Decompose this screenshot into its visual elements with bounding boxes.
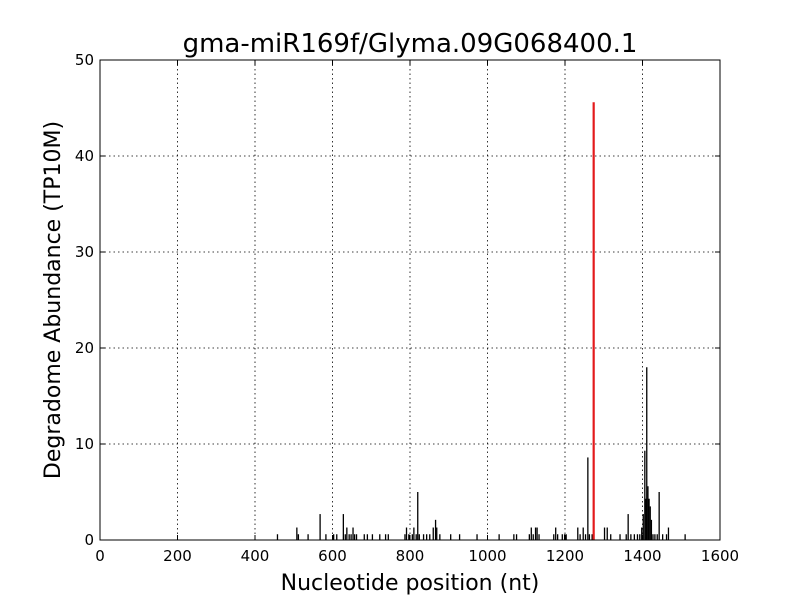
x-tick-label: 1400 (623, 547, 661, 565)
y-tick-label: 30 (75, 243, 94, 261)
y-axis-label: Degradome Abundance (TP10M) (41, 121, 66, 479)
y-tick-label: 0 (84, 531, 94, 549)
x-tick-label: 0 (95, 547, 105, 565)
chart-title: gma-miR169f/Glyma.09G068400.1 (183, 29, 638, 59)
y-tick-label: 40 (75, 147, 94, 165)
x-tick-label: 1000 (468, 547, 506, 565)
y-axis-ticks: 0 10 20 30 40 50 (75, 51, 720, 549)
y-tick-label: 10 (75, 435, 94, 453)
x-tick-label: 1200 (546, 547, 584, 565)
x-tick-label: 200 (163, 547, 192, 565)
x-tick-label: 1600 (701, 547, 739, 565)
y-tick-label: 20 (75, 339, 94, 357)
x-axis-label: Nucleotide position (nt) (281, 571, 540, 596)
x-axis-ticks: 0 200 400 600 800 1000 1200 1400 1600 (95, 60, 739, 565)
x-tick-label: 600 (318, 547, 347, 565)
grid-lines (100, 60, 720, 540)
x-tick-label: 800 (396, 547, 425, 565)
x-tick-label: 400 (241, 547, 270, 565)
data-bars (276, 367, 686, 540)
y-tick-label: 50 (75, 51, 94, 69)
